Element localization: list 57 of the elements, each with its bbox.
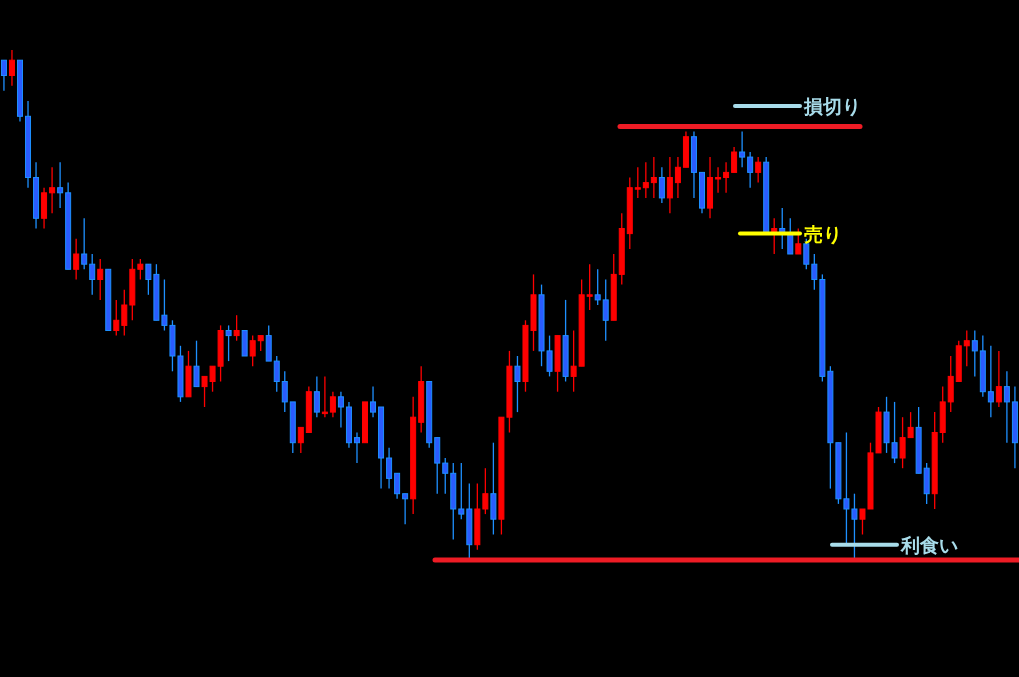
candlestick	[249, 334, 256, 367]
ref-line-label: 利食い	[900, 533, 958, 556]
candlestick	[650, 156, 657, 199]
candlestick	[971, 329, 978, 378]
candlestick	[394, 472, 401, 500]
candlestick	[739, 130, 746, 168]
candlestick	[281, 370, 288, 413]
candlestick	[57, 161, 64, 209]
candlestick	[313, 375, 320, 418]
candlestick	[386, 447, 393, 490]
candlestick	[0, 59, 7, 92]
candlestick	[995, 350, 1002, 408]
candlestick	[193, 340, 200, 388]
candlestick	[731, 146, 738, 174]
candlestick	[514, 355, 521, 413]
candlestick	[49, 166, 56, 214]
candlestick	[113, 299, 120, 337]
ref-line-label: 損切り	[803, 95, 861, 118]
candlestick	[795, 227, 802, 255]
candlestick	[297, 426, 304, 454]
candlestick	[987, 345, 994, 418]
candlestick	[353, 431, 360, 464]
candlestick	[121, 289, 128, 337]
candlestick	[273, 355, 280, 393]
candlestick	[674, 156, 681, 199]
candlestick	[594, 268, 601, 306]
candlestick	[666, 156, 673, 214]
candlestick	[811, 253, 818, 291]
candlestick	[81, 217, 88, 270]
candlestick	[482, 467, 489, 515]
candlestick	[963, 329, 970, 367]
candlestick	[137, 258, 144, 281]
ref-line-label: 売り	[804, 222, 842, 245]
candlestick	[658, 166, 665, 204]
candlestick	[370, 385, 377, 418]
candlestick	[442, 457, 449, 495]
candlestick	[747, 151, 754, 189]
candlestick	[642, 161, 649, 199]
candlestick	[97, 258, 104, 301]
candlestick	[233, 314, 240, 342]
candlestick	[723, 161, 730, 194]
candlestick	[321, 375, 328, 418]
candlestick	[225, 324, 232, 362]
candlestick	[755, 156, 762, 184]
candlestick	[329, 391, 336, 418]
candlestick	[602, 278, 609, 342]
candlestick	[715, 166, 722, 194]
candlestick	[634, 166, 641, 199]
candlestick	[337, 391, 344, 429]
candlestick	[73, 238, 80, 281]
candlestick	[1003, 370, 1010, 444]
candlestick	[787, 217, 794, 255]
candlestick	[458, 462, 465, 520]
candlestick	[8, 50, 15, 87]
candlestick	[89, 253, 96, 296]
candlestick	[586, 263, 593, 311]
candlestick	[402, 493, 409, 525]
